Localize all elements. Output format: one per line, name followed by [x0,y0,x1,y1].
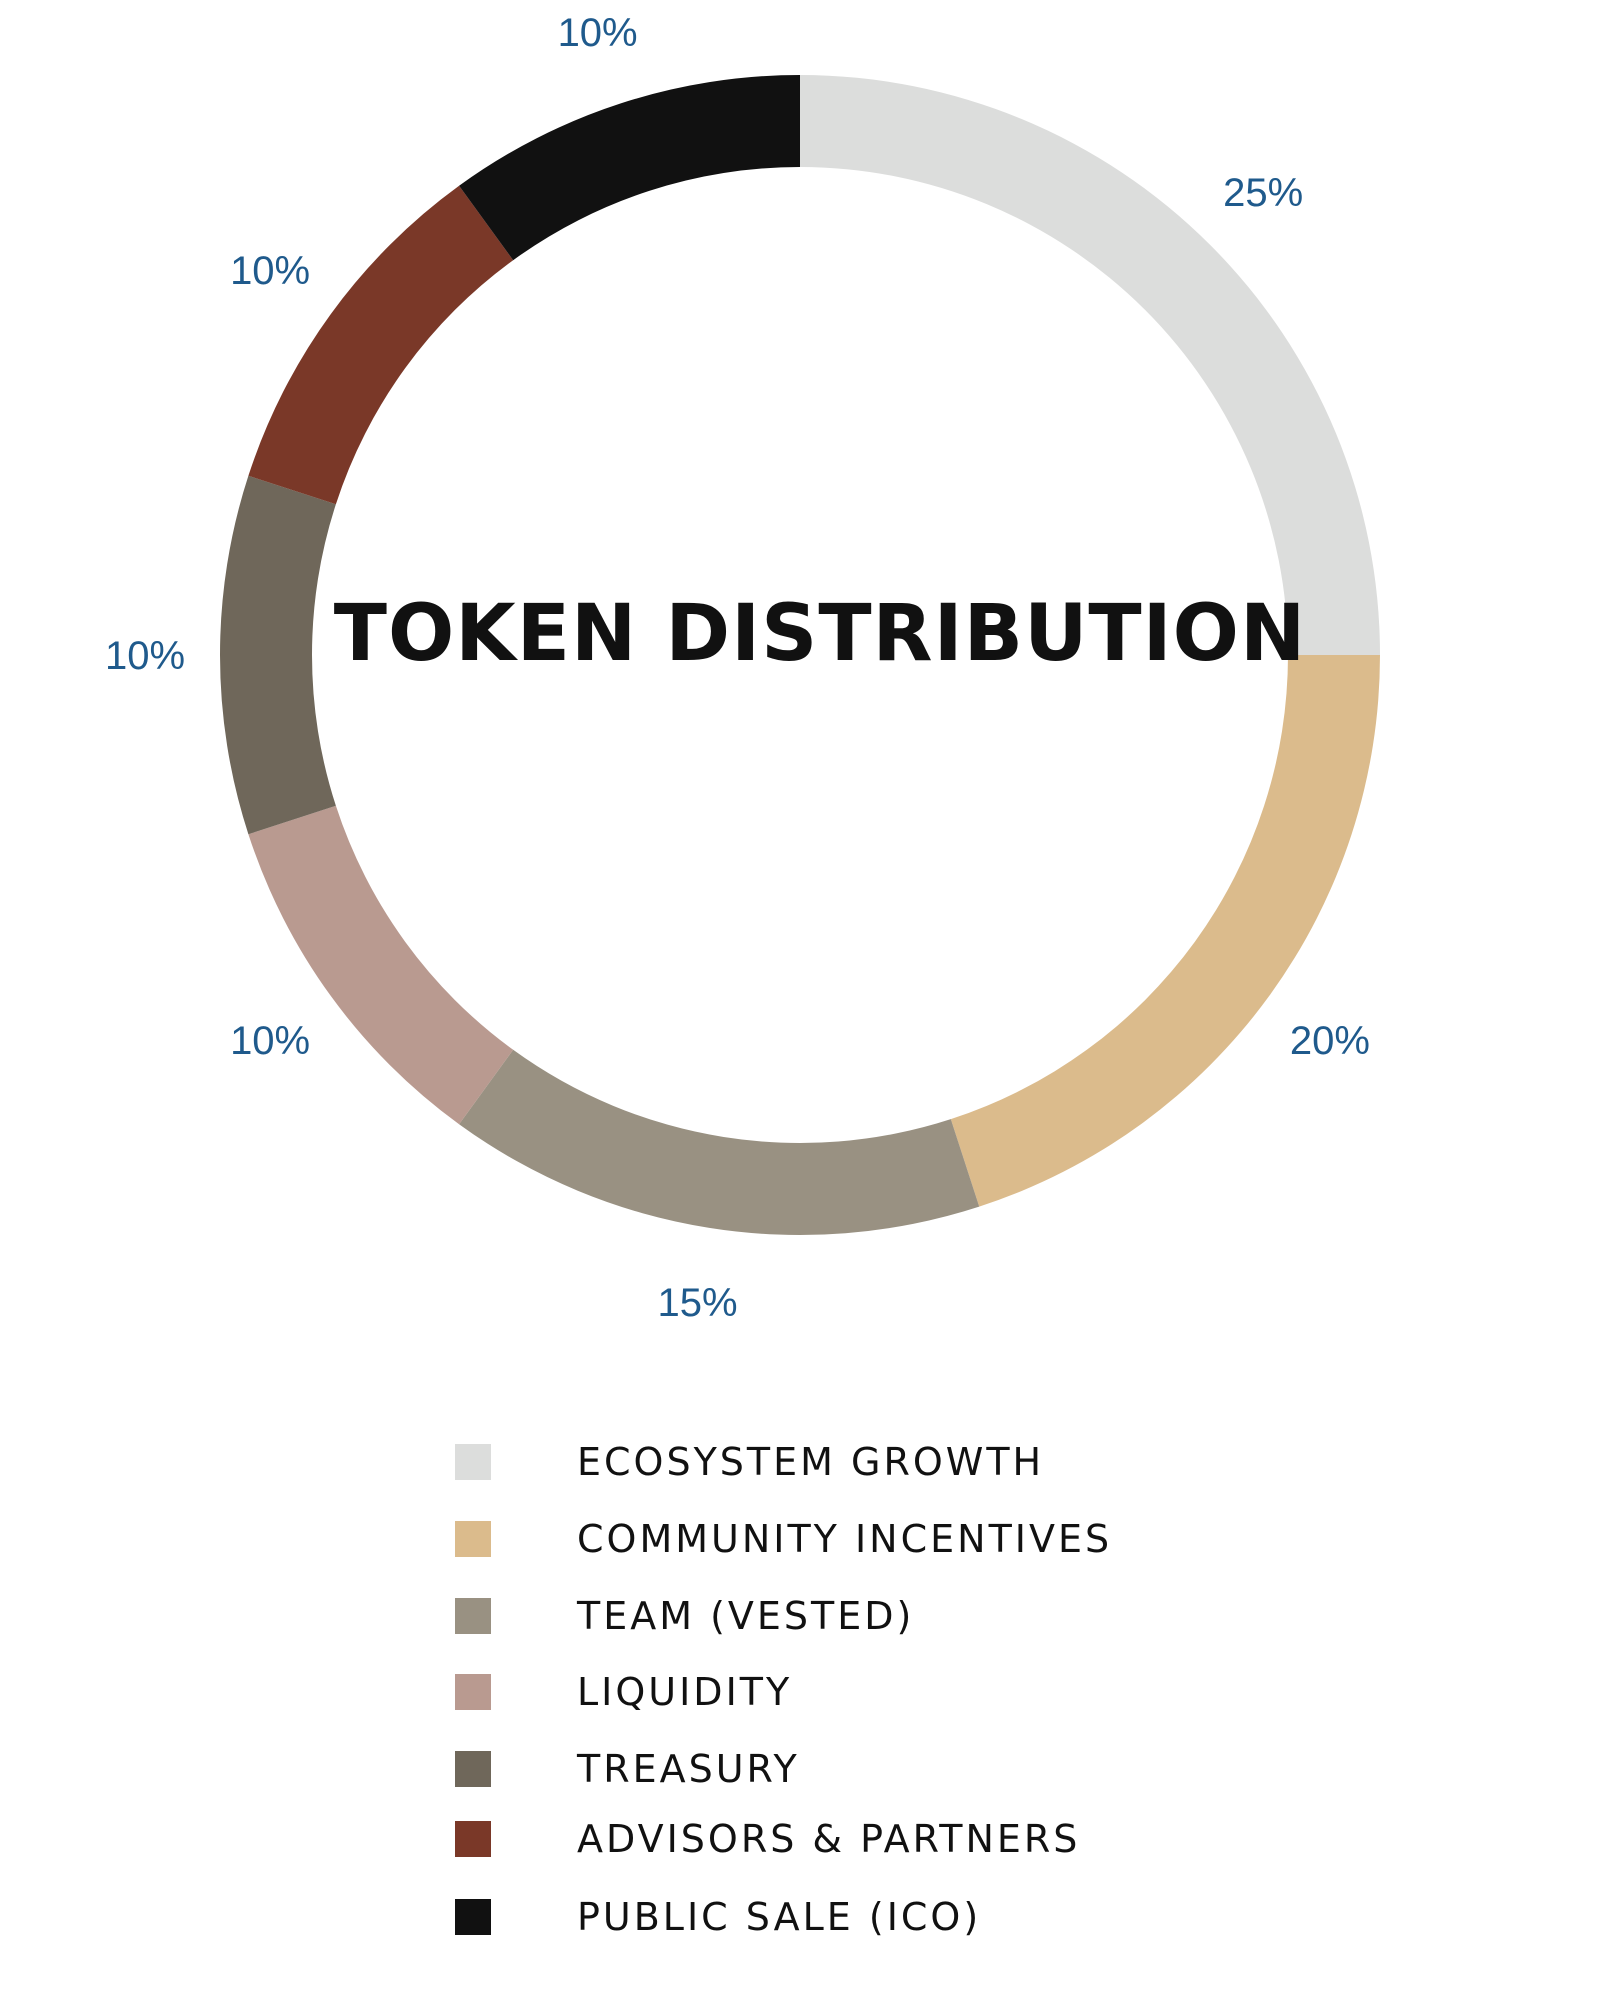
legend-label: TEAM (VESTED) [577,1594,915,1638]
legend-label: ADVISORS & PARTNERS [577,1817,1081,1861]
legend-item: LIQUIDITY [455,1670,792,1714]
value-labels-layer: 25% 20% 15% 10% 10% 10% 10% [105,11,1370,1325]
donut-slice-advisors-partners [248,185,514,505]
slice-value-label: 10% [105,634,185,678]
donut-slice-public-sale-ico [459,75,800,261]
slices-layer [220,75,1380,1235]
slice-value-label: 25% [1223,171,1303,215]
legend-item: ADVISORS & PARTNERS [455,1817,1080,1861]
legend-item: TEAM (VESTED) [455,1594,914,1638]
legend-swatch [455,1821,491,1857]
slice-value-label: 20% [1290,1019,1370,1063]
donut-slice-treasury [220,475,336,835]
legend-item: TREASURY [455,1747,800,1791]
slice-value-label: 10% [558,11,638,55]
slice-value-label: 10% [230,249,310,293]
legend-swatch [455,1751,491,1787]
legend-swatch [455,1674,491,1710]
donut-slice-ecosystem-growth [800,75,1380,655]
donut-slice-community-incentives [950,655,1380,1207]
slice-value-label: 10% [230,1019,310,1063]
chart-title: TOKEN DISTRIBUTION [334,589,1307,679]
legend-swatch [455,1521,491,1557]
legend-label: LIQUIDITY [577,1670,793,1714]
legend-label: PUBLIC SALE (ICO) [577,1895,982,1939]
legend-swatch [455,1444,491,1480]
legend-item: PUBLIC SALE (ICO) [455,1895,981,1939]
legend-item: COMMUNITY INCENTIVES [455,1517,1112,1561]
legend-item: ECOSYSTEM GROWTH [455,1440,1044,1484]
legend-label: COMMUNITY INCENTIVES [577,1517,1113,1561]
donut-slice-liquidity [248,805,514,1125]
legend-swatch [455,1598,491,1634]
slice-value-label: 15% [658,1281,738,1325]
legend-label: ECOSYSTEM GROWTH [577,1440,1045,1484]
donut-slice-team-vested [459,1049,980,1235]
legend-swatch [455,1899,491,1935]
legend-label: TREASURY [577,1747,800,1791]
